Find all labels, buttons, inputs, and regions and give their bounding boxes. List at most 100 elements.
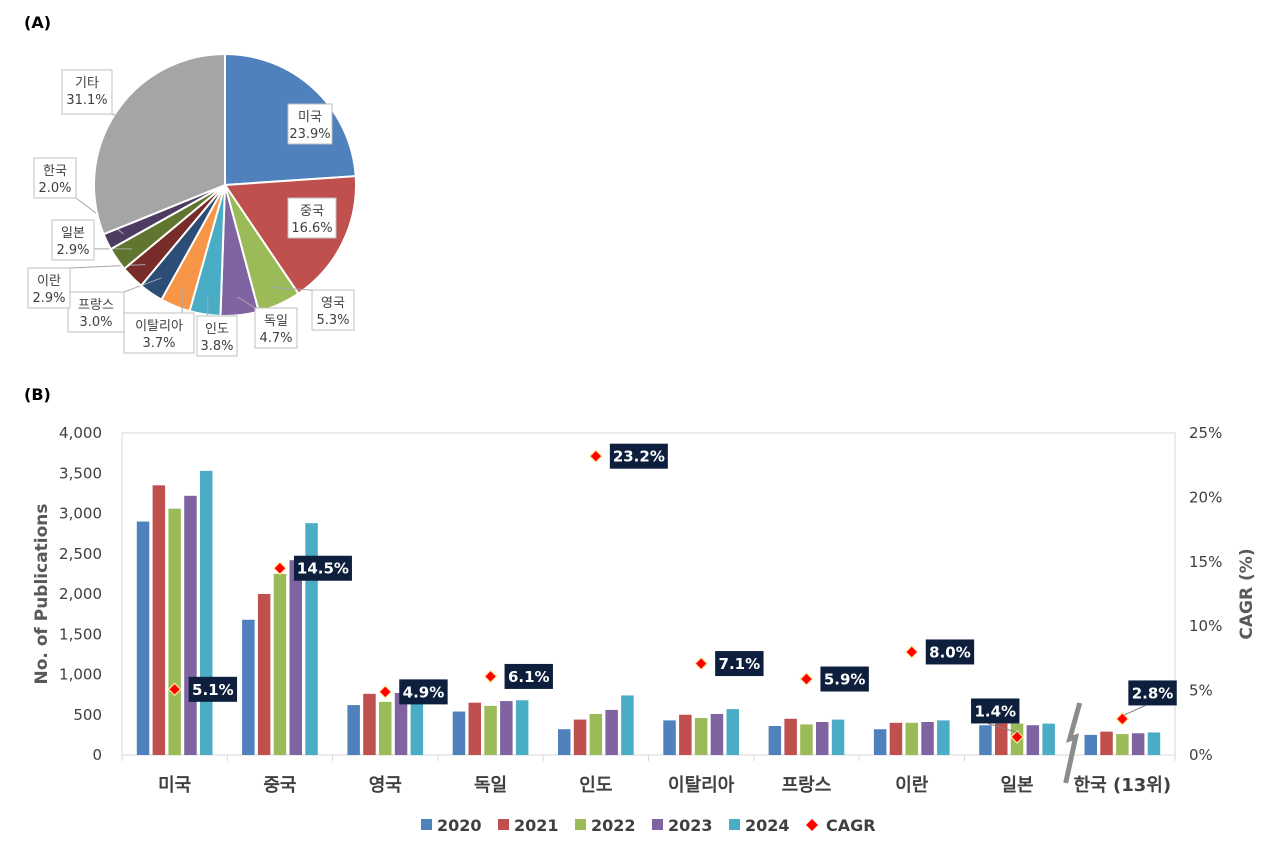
bar-2023-3 [500, 701, 513, 755]
cagr-label-box [293, 555, 352, 581]
bar-2020-5 [663, 720, 676, 755]
bar-2020-1 [242, 619, 255, 755]
x-category-label: 미국 [158, 775, 191, 796]
pie-slice-value: 31.1% [66, 93, 107, 108]
y-tick-label: 4,000 [59, 424, 102, 442]
pie-slice-label: 기타 [75, 76, 99, 91]
x-category-label: 영국 [369, 775, 402, 796]
cagr-marker [378, 685, 393, 699]
panel-b-label: (B) [24, 385, 51, 404]
cagr-marker [904, 645, 919, 659]
cagr-marker [799, 672, 814, 686]
y-tick-label: 0 [92, 746, 102, 764]
cagr-label: 2.8% [1132, 684, 1174, 702]
x-category-label: 이란 [895, 775, 929, 796]
axis-break-mark [1063, 702, 1083, 784]
bar-2021-9 [1100, 731, 1113, 755]
bar-2021-5 [679, 714, 692, 755]
pie-slice-label: 인도 [205, 322, 229, 337]
pie-chart: 미국 23.9% 중국 16.6% 영국 5.3% 독일 4.7% 인도 3.8% 이탈리아 3.7%… [27, 52, 357, 357]
bar-2024-0 [200, 470, 213, 755]
bar-chart: 0 500 1,000 1,500 2,000 2,500 3,000 3,500 4,000 0… [32, 424, 1257, 835]
y-tick-label: 1,000 [59, 666, 102, 684]
y2-tick-label: 15% [1189, 553, 1222, 571]
x-category-label: 인도 [579, 775, 612, 796]
pie-slice-value: 3.8% [200, 339, 233, 354]
pie-label-box [287, 103, 333, 145]
bar-2020-4 [558, 729, 571, 755]
bar-2020-7 [873, 729, 887, 755]
pie-label-box [196, 315, 238, 357]
bar-2024-6 [831, 719, 845, 755]
bar-2021-6 [784, 718, 797, 755]
legend-label: 2022 [591, 816, 636, 835]
bar-2024-3 [515, 700, 529, 755]
bar-2021-7 [889, 722, 903, 755]
pie-slice-value: 3.0% [79, 315, 112, 330]
legend-swatch-2023 [652, 819, 663, 830]
cagr-marker [483, 669, 498, 684]
cagr-label: 23.2% [613, 448, 665, 466]
bar-2023-0 [184, 495, 197, 755]
pie-slice-value: 4.7% [259, 331, 292, 346]
pie-label-box [123, 312, 195, 354]
pie-slice-label: 영국 [321, 296, 345, 311]
bar-2024-8 [1042, 723, 1055, 755]
bar-2020-9 [1084, 734, 1097, 756]
legend-swatch-2024 [729, 819, 740, 830]
y2-tick-label: 10% [1189, 617, 1222, 635]
pie-slice-label: 미국 [298, 110, 322, 125]
bar-2024-7 [937, 720, 950, 755]
cagr-label: 14.5% [297, 560, 349, 578]
cagr-label-box [820, 666, 869, 692]
cagr-label: 5.1% [192, 681, 234, 699]
bar-2022-3 [484, 705, 497, 755]
bar-2024-9 [1147, 732, 1161, 755]
cagr-label-box [504, 663, 553, 689]
pie-label-box [27, 267, 71, 309]
legend-label: 2024 [745, 816, 790, 835]
bar-2020-6 [768, 726, 782, 755]
bar-2023-6 [816, 722, 829, 755]
legend-swatch-2021 [498, 819, 509, 830]
pie-slice-10 [93, 52, 226, 236]
legend-label: 2023 [668, 816, 713, 835]
bar-2022-0 [168, 508, 181, 755]
bar-2022-6 [800, 724, 813, 755]
bar-2022-9 [1116, 734, 1129, 755]
bar-2021-2 [363, 693, 376, 755]
bar-2022-5 [694, 717, 708, 755]
legend-swatch-2020 [421, 819, 432, 830]
cagr-label: 7.1% [719, 655, 761, 673]
cagr-marker [1010, 730, 1024, 744]
bar-2024-5 [726, 709, 739, 755]
bar-2020-8 [979, 725, 992, 755]
x-category-label: 프랑스 [782, 775, 832, 796]
pie-label-box [51, 219, 95, 261]
cagr-marker [167, 682, 182, 697]
legend-swatch-2022 [575, 819, 586, 830]
pie-slice-label: 중국 [300, 204, 324, 219]
pie-slice-label: 프랑스 [78, 298, 114, 313]
y-axis-title: No. of Publications [32, 503, 52, 684]
bar-2021-3 [468, 702, 481, 755]
bar-2021-8 [995, 723, 1008, 755]
bar-2022-1 [273, 573, 287, 756]
pie-slice-value: 16.6% [291, 221, 332, 236]
x-category-label: 일본 [1000, 775, 1033, 796]
cagr-marker [589, 449, 603, 464]
x-category-label: 독일 [474, 775, 507, 796]
cagr-label-box [971, 698, 1020, 724]
bar-2024-4 [621, 695, 634, 755]
bar-2021-4 [573, 719, 587, 755]
x-category-label: 한국 (13위) [1074, 775, 1171, 796]
y2-tick-label: 25% [1189, 424, 1222, 442]
pie-slice-value: 23.9% [289, 127, 330, 142]
pie-slice-label: 독일 [264, 314, 288, 329]
cagr-label-box [1128, 680, 1177, 706]
bar-2023-2 [394, 693, 408, 755]
cagr-label: 4.9% [403, 683, 445, 701]
cagr-leader-line [987, 722, 1020, 734]
bar-2024-1 [305, 523, 318, 755]
bar-2023-4 [605, 709, 618, 755]
